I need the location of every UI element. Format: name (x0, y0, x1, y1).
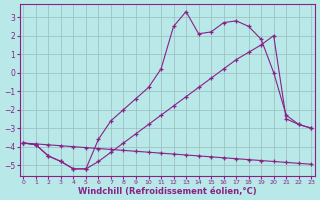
X-axis label: Windchill (Refroidissement éolien,°C): Windchill (Refroidissement éolien,°C) (78, 187, 257, 196)
